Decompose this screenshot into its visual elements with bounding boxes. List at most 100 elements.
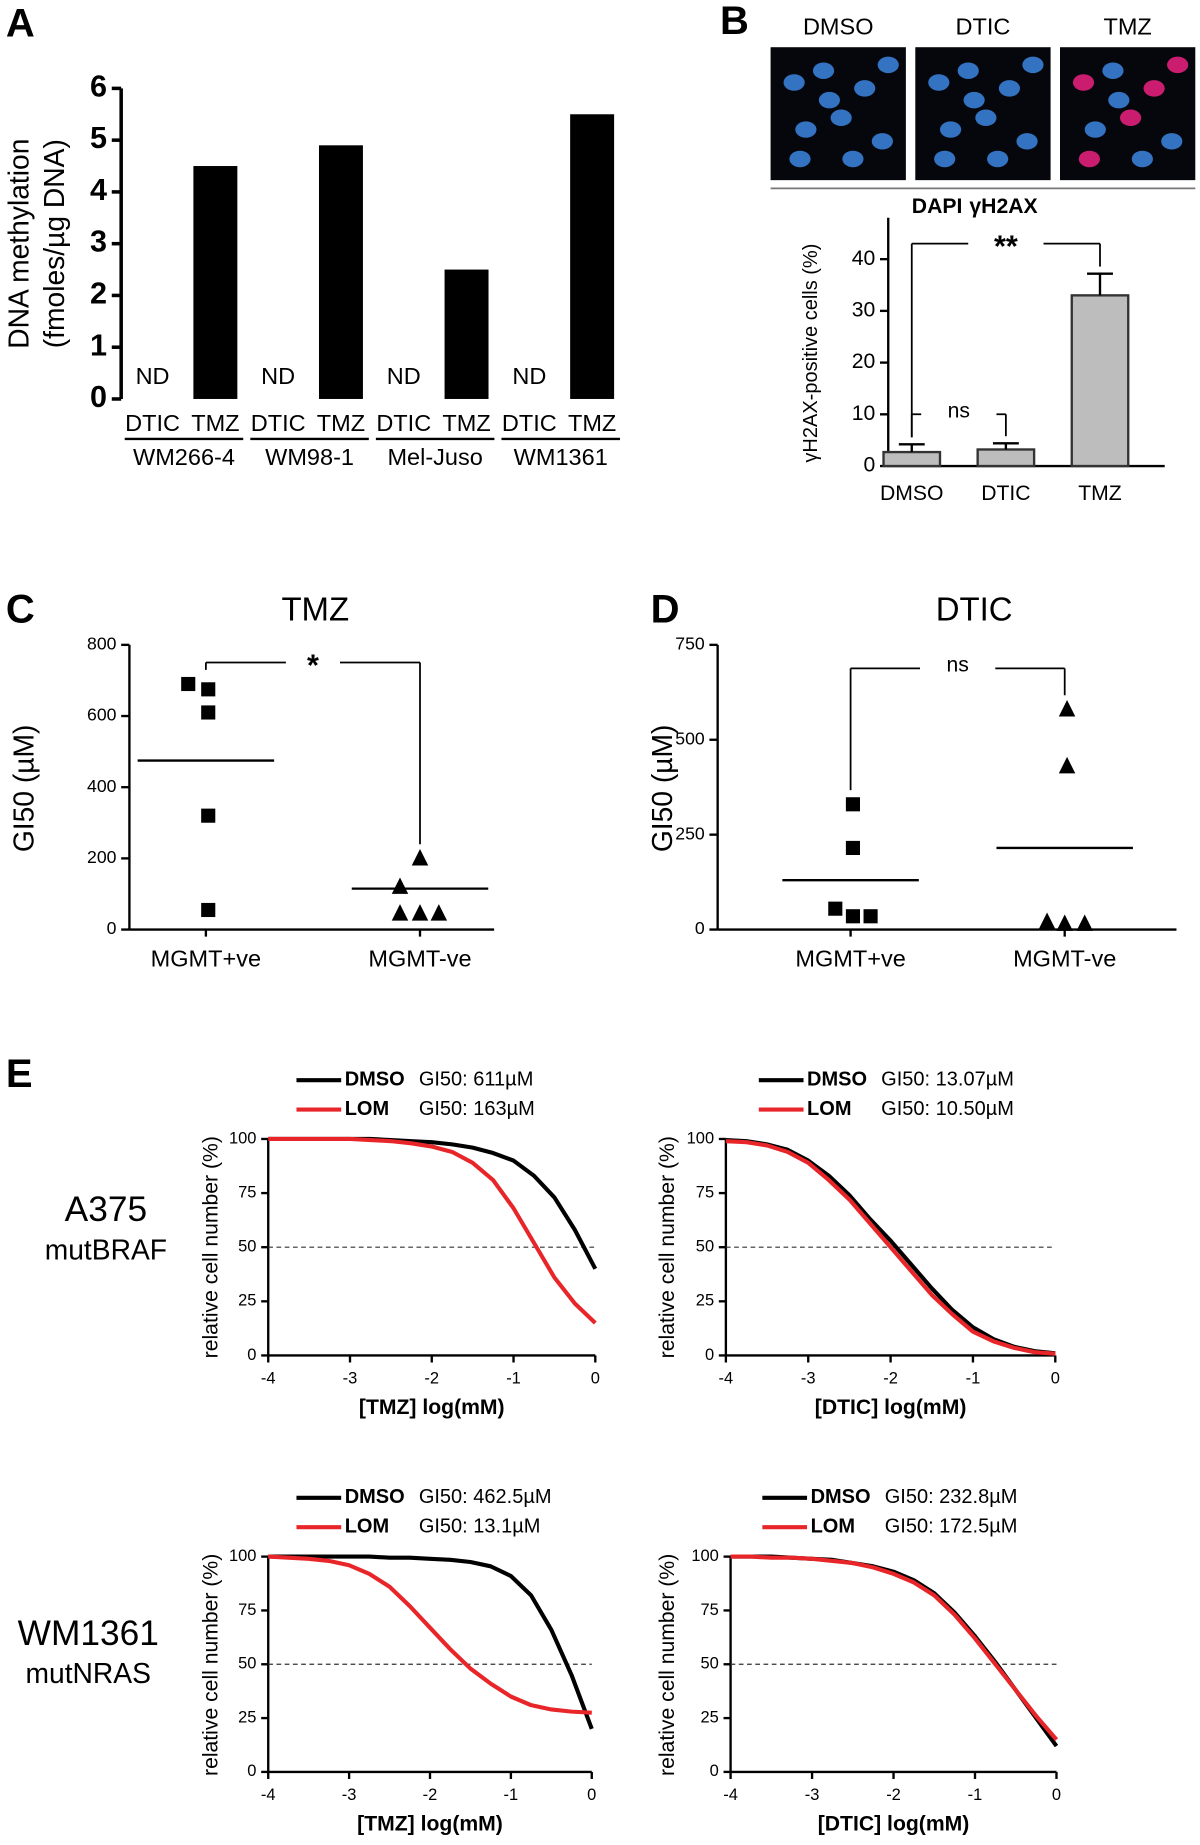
y-tick-label: 6	[90, 69, 107, 103]
x-tick-label: TMZ	[568, 410, 616, 436]
panel-label: B	[720, 0, 749, 43]
x-tick-label: -3	[801, 1369, 816, 1387]
panel-label: E	[6, 1052, 33, 1096]
panel-label: A	[6, 2, 35, 46]
x-tick-label: -4	[723, 1786, 738, 1804]
y-tick-label: 75	[238, 1183, 256, 1201]
curve	[730, 1554, 1059, 1748]
x-tick-label: MGMT-ve	[1013, 945, 1116, 971]
legend-label: DMSO	[345, 1068, 405, 1090]
y-tick-label: 0	[695, 918, 705, 938]
nucleus	[1072, 74, 1095, 91]
legend-label: LOM	[345, 1515, 389, 1537]
nucleus	[818, 91, 840, 109]
y-tick-label: 0	[247, 1762, 256, 1780]
y-tick-label: 25	[696, 1292, 714, 1310]
y-tick-label: 0	[247, 1346, 256, 1364]
bar	[570, 114, 615, 399]
row-label: A375	[65, 1190, 147, 1229]
curve	[725, 1139, 1056, 1356]
chart-title: TMZ	[281, 591, 349, 628]
image-label: TMZ	[1103, 14, 1151, 40]
x-tick-label: DTIC	[981, 482, 1030, 505]
x-tick-label: 0	[587, 1786, 596, 1804]
legend-gi50: GI50: 462.5µM	[419, 1486, 552, 1508]
bar	[976, 448, 1036, 468]
legend-label: DMSO	[811, 1486, 871, 1508]
legend-gi50: GI50: 611µM	[419, 1068, 534, 1090]
nucleus	[928, 74, 950, 91]
image-label: DMSO	[803, 14, 874, 40]
x-tick-label: 0	[591, 1369, 600, 1387]
point	[1076, 914, 1093, 931]
nucleus	[1102, 62, 1124, 79]
nucleus	[812, 62, 835, 79]
y-tick-label: 75	[696, 1183, 714, 1201]
x-tick-label: DMSO	[880, 482, 943, 505]
y-tick-label: 20	[852, 350, 876, 373]
x-tick-label: -2	[424, 1369, 439, 1387]
nucleus	[1084, 121, 1106, 138]
nucleus	[854, 80, 876, 97]
legend-label: DMSO	[345, 1486, 405, 1508]
legend-gi50: GI50: 172.5µM	[885, 1515, 1018, 1537]
y-tick-label: 100	[229, 1547, 256, 1565]
nucleus	[1022, 56, 1044, 74]
bar	[882, 450, 942, 468]
stain-label: γH2AX	[969, 195, 1037, 218]
y-axis-label: relative cell number (%)	[656, 1136, 679, 1358]
y-tick-label: 25	[238, 1292, 256, 1310]
y-tick-label: 5	[90, 121, 107, 155]
point	[181, 676, 196, 692]
y-tick-label: 100	[687, 1129, 714, 1147]
y-axis-label: GI50 (µM)	[646, 725, 678, 853]
y-tick-label: 3	[90, 225, 107, 259]
x-tick-label: -4	[719, 1369, 734, 1387]
curve	[268, 1554, 594, 1730]
y-tick-label: 50	[696, 1238, 714, 1256]
y-tick-label: 25	[700, 1708, 718, 1726]
nucleus	[1131, 150, 1153, 168]
y-tick-label: 10	[852, 402, 876, 425]
x-axis-label: [TMZ] log(mM)	[359, 1396, 505, 1419]
curve	[268, 1136, 597, 1325]
point	[201, 902, 216, 918]
point	[828, 901, 843, 916]
legend-gi50: GI50: 13.1µM	[419, 1515, 541, 1537]
value-label: ND	[387, 363, 421, 389]
stain-label: DAPI	[912, 195, 963, 218]
y-tick-label: 100	[691, 1547, 718, 1565]
point	[411, 904, 429, 921]
x-tick-label: TMZ	[317, 410, 365, 436]
point	[1058, 699, 1076, 717]
y-tick-label: 250	[675, 823, 705, 843]
y-tick-label: 0	[710, 1762, 719, 1780]
row-label: WM1361	[18, 1614, 159, 1653]
y-tick-label: 1	[90, 328, 107, 362]
significance-label: **	[994, 229, 1018, 263]
group-label: WM98-1	[265, 444, 354, 470]
x-tick-label: -1	[968, 1786, 983, 1804]
nucleus	[998, 80, 1020, 97]
y-tick-label: 50	[700, 1655, 718, 1673]
nucleus	[1078, 150, 1100, 168]
value-label: ND	[261, 363, 295, 389]
y-tick-label: 0	[705, 1346, 714, 1364]
x-tick-label: -2	[423, 1786, 438, 1804]
x-tick-label: -4	[261, 1369, 276, 1387]
x-tick-label: DTIC	[376, 410, 431, 436]
bar	[444, 269, 489, 399]
x-tick-label: -1	[504, 1786, 519, 1804]
x-tick-label: DTIC	[502, 410, 557, 436]
legend-label: DMSO	[807, 1068, 867, 1090]
y-axis-label: relative cell number (%)	[199, 1136, 222, 1358]
point	[391, 904, 409, 921]
legend-label: LOM	[807, 1098, 851, 1120]
significance-label: *	[307, 648, 319, 682]
y-tick-label: 2	[90, 277, 107, 311]
y-axis-label: DNA methylation	[3, 139, 35, 349]
legend-gi50: GI50: 10.50µM	[881, 1098, 1014, 1120]
legend-gi50: GI50: 163µM	[419, 1098, 535, 1120]
y-tick-label: 0	[107, 918, 117, 938]
